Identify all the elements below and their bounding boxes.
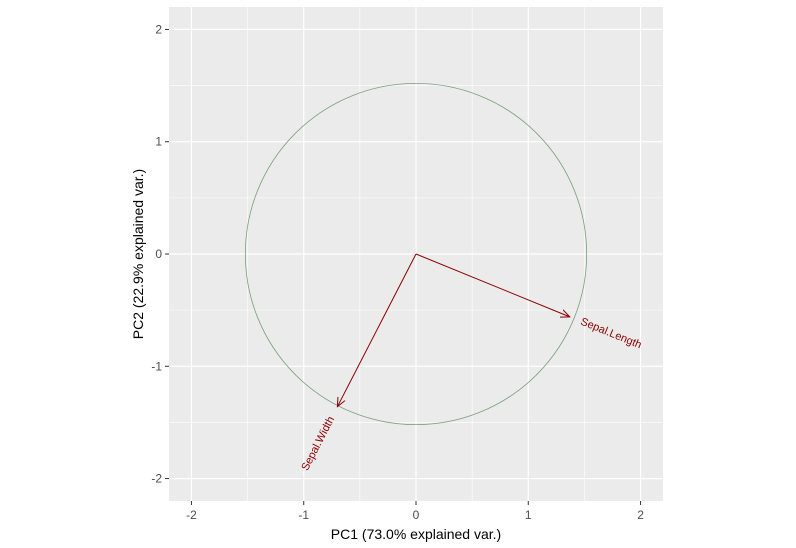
y-axis: -2 -1 0 1 2: [151, 22, 169, 486]
y-tick-label: -1: [151, 359, 162, 373]
x-tick-label: 0: [413, 508, 420, 522]
x-axis-title: PC1 (73.0% explained var.): [331, 526, 501, 542]
y-tick-label: 1: [155, 135, 162, 149]
y-tick-label: -2: [151, 472, 162, 486]
correlation-circle: [244, 82, 588, 426]
x-axis: -2 -1 0 1 2: [186, 501, 644, 522]
y-tick-label: 0: [155, 247, 162, 261]
loading-arrow: [415, 253, 570, 317]
x-tick-label: 2: [637, 508, 644, 522]
x-tick-label: -1: [298, 508, 309, 522]
x-tick-label: -2: [186, 508, 197, 522]
x-tick-label: 1: [525, 508, 532, 522]
y-axis-title: PC2 (22.9% explained var.): [130, 169, 146, 339]
y-tick-label: 2: [155, 22, 162, 36]
loading-arrow: [337, 253, 417, 407]
